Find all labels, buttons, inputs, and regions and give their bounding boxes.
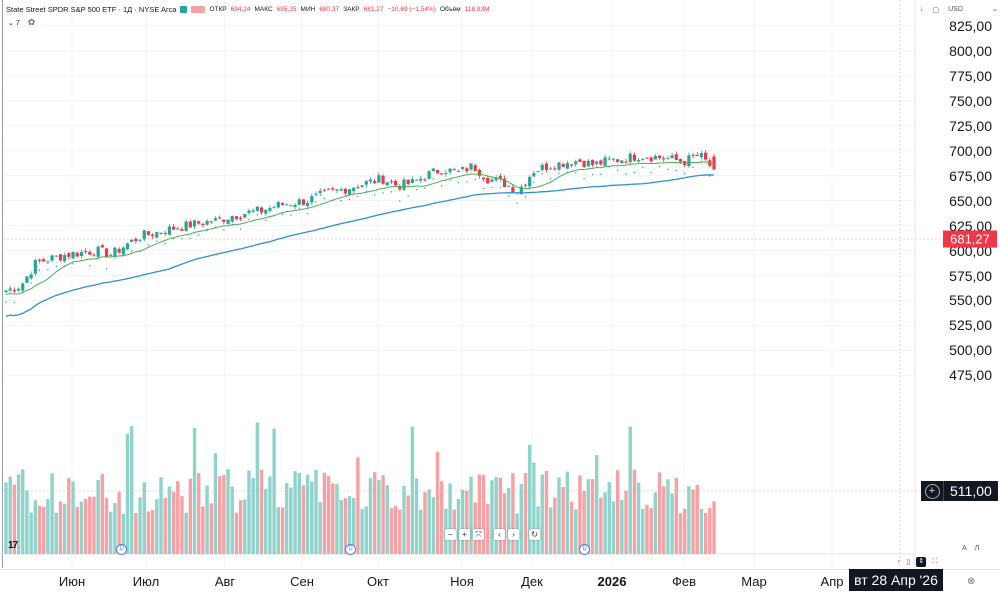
zoom-in-button[interactable]: + [459,529,470,540]
month-label: Июн [58,574,86,589]
time-axis[interactable]: Июн Июл Авг Сен Окт Ноя Дек 2026 Фев Мар… [0,569,1000,592]
month-label: Окт [367,574,389,589]
chart-tools: ↑ ▯ ⇕ ⛶ [897,557,937,567]
price-tick-label: 650,00 [949,192,992,209]
month-label: Мар [741,574,767,589]
settings-icon[interactable]: ⊗ [967,576,976,587]
log-scale-button[interactable]: Л [974,545,980,552]
reset-zoom-button[interactable]: ⤧ [473,529,484,540]
market-status-icon [180,6,188,13]
left-border [2,0,3,568]
price-tick-label: 675,00 [949,167,992,184]
month-label: Ноя [450,574,474,589]
dividend-marker-icon[interactable]: D [345,544,356,555]
trash-icon[interactable]: ▯ [906,559,911,566]
crosshair-price-value: 511,00 [950,483,992,499]
price-tick-label: 775,00 [949,67,992,84]
plus-icon: + [924,483,940,499]
currency-chevron-icon[interactable]: ⌄ [992,6,998,13]
month-label: Июл [132,574,160,589]
symbol-title[interactable]: State Street SPDR S&P 500 ETF · 1Д · NYS… [6,5,177,14]
arrow-up-icon[interactable]: ↑ [897,558,901,566]
compare-icon[interactable]: ▢ [932,7,940,14]
high-label: МАКС [254,6,273,13]
symbol-legend: State Street SPDR S&P 500 ETF · 1Д · NYS… [6,5,489,14]
top-right-controls: ↓ ▢ USD [920,6,963,14]
reset-chart-button[interactable]: ↻ [529,529,540,540]
month-label: Фев [671,574,697,589]
price-tick-label: 725,00 [949,117,992,134]
scroll-right-button[interactable]: › [508,529,519,540]
chart-nav-buttons: − + ⤧ ‹ › ↻ [445,529,540,540]
month-label: Авг [214,574,236,589]
price-tick-label: 500,00 [949,342,992,359]
tradingview-logo[interactable]: 17 [8,540,18,551]
flag-icon[interactable] [191,6,206,13]
change-value: −10,69 (−1,54%) [387,6,436,13]
open-label: ОТКР [209,6,227,13]
price-tick-label: 625,00 [949,217,992,234]
indicators-toggle[interactable]: ⌄ 7 ✿ [8,17,35,28]
price-tick-label: 750,00 [949,92,992,109]
volume-value: 118,83M [464,6,490,13]
scale-toggle-icon[interactable]: ⇕ [916,557,927,567]
price-tick-label: 800,00 [949,42,992,59]
price-tick-label: 825,00 [949,18,992,34]
month-label: Сен [290,574,314,589]
low-label: МИН [300,6,316,13]
price-tick-label: 475,00 [949,367,992,384]
fullscreen-icon[interactable]: ⛶ [932,558,938,565]
zoom-out-button[interactable]: − [445,529,456,540]
year-label: 2026 [597,574,627,589]
indicators-count: 7 [15,19,20,27]
arrow-down-icon[interactable]: ↓ [920,6,924,13]
currency-label[interactable]: USD [948,6,963,13]
chevron-down-icon[interactable]: ⌄ 7 [8,19,20,27]
close-label: ЗАКР [343,6,360,13]
auto-scale-button[interactable]: А [962,545,967,552]
high-value: 695,35 [276,6,297,13]
scale-mode-controls: А Л [962,545,979,552]
price-tick-label: 550,00 [949,292,992,309]
dividend-marker-icon[interactable]: D [116,544,127,555]
price-tick-label: 575,00 [949,267,992,284]
last-price-tag: 681,27 [943,230,997,248]
month-label: Апр [820,574,844,589]
price-tick-label: 525,00 [949,317,992,334]
crosshair-price-tag: + 511,00 [921,481,998,501]
price-chart-canvas[interactable] [0,0,1000,568]
month-label: Дек [521,574,543,589]
add-alert-button[interactable]: + [921,481,944,501]
scroll-left-button[interactable]: ‹ [494,529,505,540]
close-value: 681,27 [363,6,384,13]
crosshair-date-tag: вт 28 Апр '26 [849,569,943,591]
volume-label: Объём [439,6,461,13]
open-value: 694,24 [230,6,251,13]
dividend-marker-icon[interactable]: D [579,544,590,555]
price-tick-label: 700,00 [949,142,992,159]
low-value: 680,37 [319,6,340,13]
gear-icon[interactable]: ✿ [27,17,36,27]
